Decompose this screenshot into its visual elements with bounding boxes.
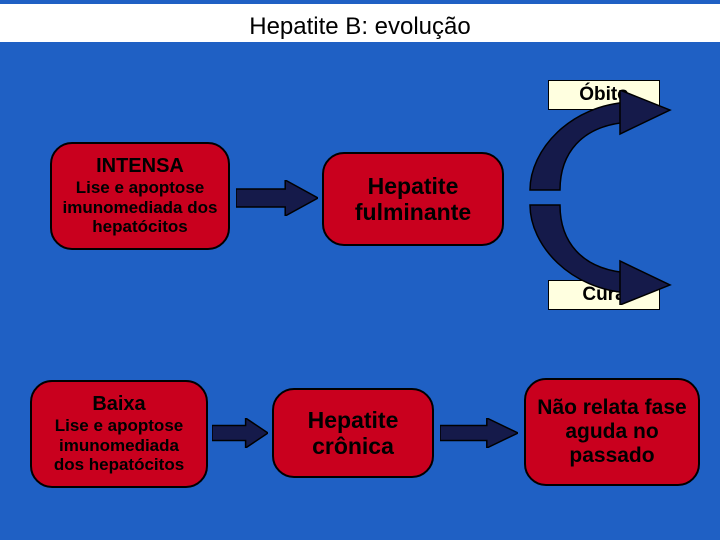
box-fulminante-sub: Hepatite fulminante <box>334 173 492 226</box>
box-cronica: Hepatite crônica <box>272 388 434 478</box>
arrow-cronica-naorelata <box>440 418 518 448</box>
box-intensa-sub: Lise e apoptose imunomediada dos hepatóc… <box>62 178 218 237</box>
box-fulminante: Hepatite fulminante <box>322 152 504 246</box>
box-baixa-head: Baixa <box>92 393 145 416</box>
box-intensa: INTENSA Lise e apoptose imunomediada dos… <box>50 142 230 250</box>
title-text: Hepatite B: evolução <box>249 13 470 40</box>
arrow-fulminante-cura <box>520 195 720 305</box>
arrow-fulminante-obito <box>520 90 720 200</box>
box-naorelata-sub: Não relata fase aguda no passado <box>536 396 688 468</box>
arrow-baixa-cronica <box>212 418 268 448</box>
box-intensa-head: INTENSA <box>96 155 184 178</box>
box-cronica-sub: Hepatite crônica <box>284 407 422 460</box>
arrow-intensa-fulminante <box>236 180 318 216</box>
page-title: Hepatite B: evolução <box>0 4 720 42</box>
box-naorelata: Não relata fase aguda no passado <box>524 378 700 486</box>
box-baixa: Baixa Lise e apoptose imunomediada dos h… <box>30 380 208 488</box>
box-baixa-sub: Lise e apoptose imunomediada dos hepatóc… <box>42 416 196 475</box>
